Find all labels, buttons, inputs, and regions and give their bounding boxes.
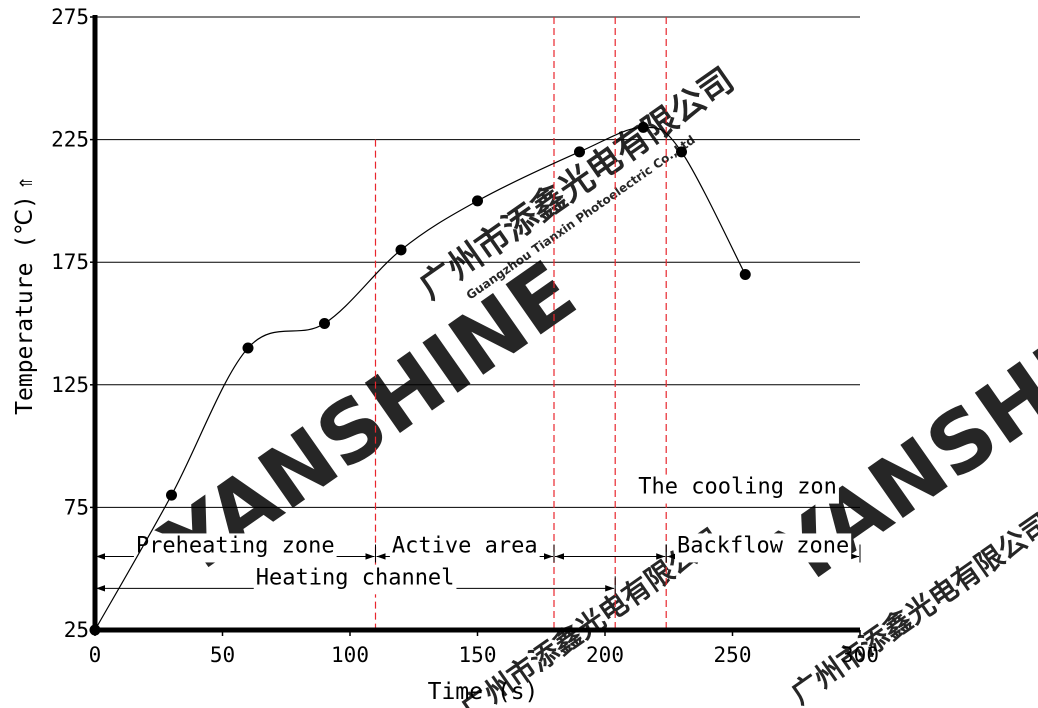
x-tick-label: 250 (714, 643, 752, 667)
zone-label: Preheating zone (136, 533, 335, 558)
zone-label-bg (133, 533, 337, 563)
arrowhead (667, 553, 677, 560)
arrowhead (850, 553, 859, 560)
zone-label-bg (389, 533, 540, 563)
zone-label: The cooling zon (638, 475, 837, 500)
zone-annotations: Preheating zone Active area Backflow zone H… (94, 474, 861, 595)
y-tick-label: 225 (51, 128, 89, 152)
axis-labels: Time (s) Temperature (℃) ⇑ (12, 176, 538, 705)
zone-annotation: Heating channel (94, 565, 616, 595)
x-tick-label: 300 (841, 643, 879, 667)
zone-label: Backflow zone (677, 533, 849, 558)
arrowhead (555, 553, 564, 560)
data-point (395, 244, 407, 256)
zone-label-bg (253, 565, 457, 595)
watermark-company-cn: 广州市添鑫光电有限公司 (412, 60, 741, 307)
series-line (94, 126, 746, 631)
data-point (637, 121, 649, 133)
arrowhead (96, 585, 105, 592)
x-tick-label: 150 (459, 643, 497, 667)
zone-label: Heating channel (256, 565, 455, 590)
x-tick-label: 100 (331, 643, 369, 667)
data-point (319, 318, 330, 329)
zone-label-bg (636, 474, 839, 504)
x-tick-label: 50 (210, 643, 235, 667)
data-point (89, 624, 101, 636)
y-axis-arrow: ⇑ (12, 176, 38, 190)
y-tick-label: 25 (64, 618, 89, 642)
data-point (574, 146, 585, 158)
arrowhead (605, 585, 615, 592)
data-point (676, 146, 687, 158)
data-point (739, 268, 751, 280)
x-axis-title: Time (s) (428, 679, 539, 705)
arrowhead (544, 553, 553, 560)
x-tick-label: 0 (89, 643, 102, 667)
zone-annotation: Active area (375, 533, 555, 563)
zone-annotation: The cooling zon (636, 474, 839, 504)
zone-annotation: Preheating zone (94, 533, 376, 563)
zone-annotation: Backflow zone (665, 533, 861, 563)
axes: 25 75 125 175 225 275 0 50 100 150 200 250 300 (51, 5, 879, 667)
series (89, 121, 751, 636)
zone-annotation (553, 544, 667, 563)
data-point (242, 342, 254, 354)
data-point (472, 195, 483, 207)
data-point (166, 489, 177, 501)
y-tick-label: 75 (64, 495, 89, 519)
arrowhead (96, 553, 105, 560)
x-tick-label: 200 (586, 643, 624, 667)
arrowhead (656, 553, 666, 560)
y-tick-label: 275 (51, 5, 89, 29)
y-tick-label: 125 (51, 373, 89, 397)
zone-label: Active area (392, 533, 538, 558)
watermark: YANSHINE YANSHINE 广州市添鑫光电有限公司 Guangzhou … (144, 60, 1038, 708)
y-axis-title: Temperature (℃) (12, 195, 38, 415)
arrowhead (376, 553, 386, 560)
zone-label-bg (675, 533, 852, 563)
arrowhead (365, 553, 375, 560)
y-tick-label: 175 (51, 250, 89, 274)
